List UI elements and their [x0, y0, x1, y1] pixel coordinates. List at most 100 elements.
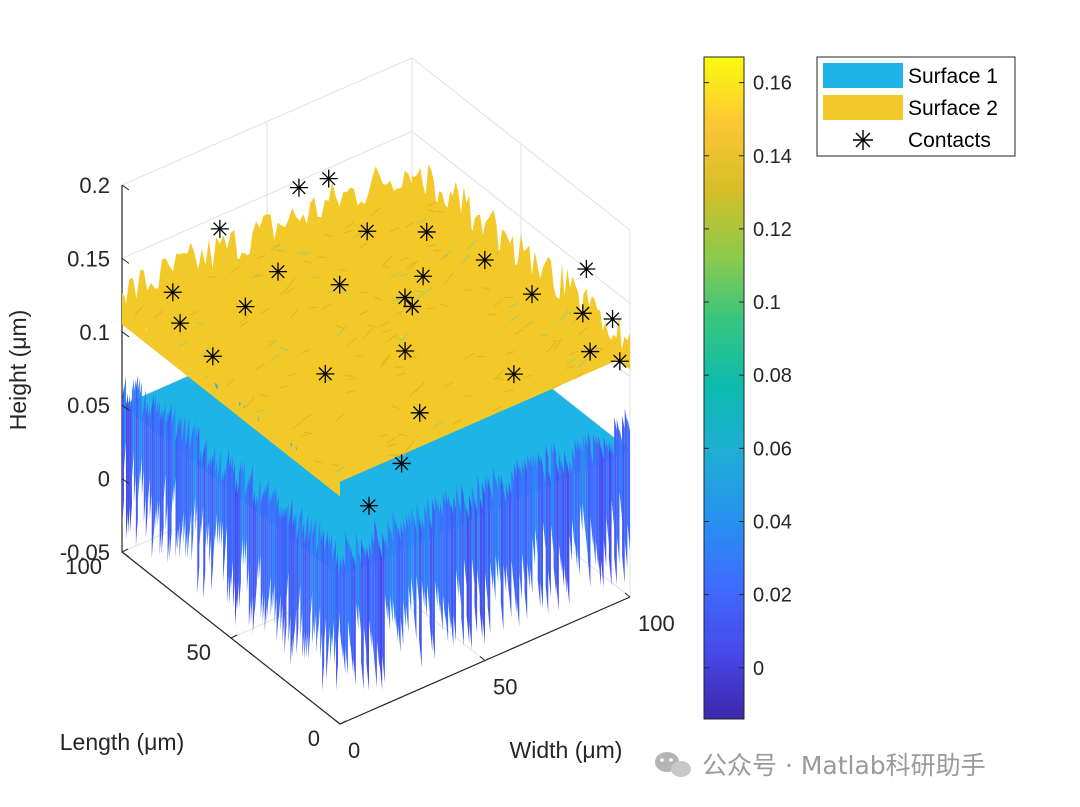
surface-2-texture — [494, 369, 504, 381]
colorbar-tick-label: 0.1 — [753, 292, 781, 314]
surface-2-texture — [255, 363, 265, 371]
surface-2-texture — [368, 324, 378, 328]
surface-2-texture — [310, 276, 320, 279]
surface-1-facet — [125, 392, 128, 540]
surface-1-facet — [288, 512, 291, 644]
z-axis-label: Height (μm) — [5, 310, 31, 431]
surface-1-facet — [363, 545, 367, 654]
surface-2-texture — [553, 338, 563, 351]
surface-1-facet — [189, 437, 192, 538]
surface-1-facet — [442, 491, 446, 622]
surface-1-facet — [302, 521, 305, 658]
surface-2-texture — [508, 302, 518, 309]
surface-1-facet — [149, 405, 152, 520]
surface-1-facet — [514, 462, 517, 615]
surface-1-facet — [328, 534, 331, 654]
y-tick-mark — [121, 548, 129, 553]
contact-marker — [475, 251, 494, 269]
contact-marker — [236, 297, 255, 316]
surface-1-left-face — [122, 374, 340, 692]
surface-2-texture — [300, 432, 310, 438]
surface-1-facet — [231, 456, 233, 588]
surface-2-texture — [279, 346, 289, 351]
surface-2-texture — [285, 277, 296, 290]
surface-1-facet — [280, 506, 283, 632]
surface-1-facet — [345, 531, 348, 675]
surface-1-facet — [217, 466, 220, 547]
surface-1-facet — [611, 443, 615, 528]
surface-2-texture — [577, 358, 588, 368]
contact-marker — [171, 314, 190, 333]
surface-2-texture — [378, 433, 388, 438]
surface-1-facet — [191, 424, 194, 562]
contact-marker — [269, 262, 287, 281]
surface-2-texture — [408, 356, 418, 359]
surface-1-facet — [405, 514, 409, 633]
surface-1-facet — [122, 386, 124, 528]
z-tick-mark — [121, 331, 130, 338]
surface-2-texture — [344, 221, 355, 229]
surface-2-texture — [256, 255, 267, 259]
colorbar-tick-label: 0.06 — [753, 438, 792, 460]
surface-2-texture — [566, 309, 572, 316]
colorbar-tick-label: 0 — [753, 658, 764, 680]
surface-1-facet — [572, 447, 575, 548]
surface-2-texture — [260, 308, 270, 314]
surface-1-facet — [155, 402, 158, 527]
surface-1-facet — [252, 490, 255, 635]
surface-1-facet — [384, 536, 388, 621]
surface-1-facet — [242, 461, 245, 568]
contact-marker — [603, 310, 622, 328]
surface-2-texture — [245, 396, 256, 407]
z-tick-label: 0.05 — [67, 393, 110, 418]
surface-2-texture — [322, 303, 332, 310]
surface-2-texture — [578, 327, 588, 336]
surface-2-texture — [359, 310, 369, 316]
surface-2-texture — [354, 355, 364, 357]
x-tick-mark — [334, 719, 341, 725]
surface-1-facet — [569, 459, 572, 562]
surface-1-facet — [306, 512, 309, 659]
z-tick-mark — [121, 478, 130, 485]
surface-1-facet — [574, 438, 578, 568]
surface-1-facet — [561, 461, 565, 588]
surface-1-facet — [419, 517, 422, 668]
surface-1-facet — [548, 469, 551, 598]
surface-1-facet — [334, 537, 337, 666]
surface-2-texture — [405, 440, 415, 452]
surface-1-facet — [566, 461, 570, 606]
surface-2-texture — [504, 389, 514, 392]
surface-2-texture — [436, 210, 445, 214]
surface-2-texture — [440, 303, 450, 308]
contact-marker — [577, 260, 596, 278]
surface-1-facet — [322, 529, 325, 692]
surface-2-texture — [415, 381, 425, 393]
surface-2-texture — [399, 273, 409, 277]
legend-label-contacts: Contacts — [908, 129, 991, 152]
surface-1-facet — [207, 457, 210, 549]
surface-1-facet — [347, 539, 351, 648]
surface-1-facet — [590, 450, 594, 546]
surface-2-texture — [189, 310, 199, 316]
surface-1-facet — [215, 460, 218, 540]
surface-2-texture — [386, 437, 396, 444]
y-tick-label: 50 — [187, 640, 211, 665]
tick-labels: -0.05 0 0.05 0.1 0.15 0.2 0 50 100 0 50 100 — [60, 173, 675, 763]
surface-1-facet — [558, 452, 562, 572]
surface-2-texture — [443, 272, 454, 285]
surface-1-facet — [284, 505, 287, 654]
surface-2-texture — [347, 337, 357, 346]
colorbar-tick-label: 0.14 — [753, 146, 792, 168]
surface-1-facet — [463, 499, 467, 587]
colorbar-ticks: 0 0.02 0.04 0.06 0.08 0.1 0.12 0.14 0.16 — [704, 73, 792, 680]
surface-1-facet — [387, 518, 391, 632]
surface-1-facet — [274, 485, 277, 625]
surface-2-texture — [574, 371, 584, 380]
surface-2-back-edge — [122, 166, 412, 325]
surface-1-facet — [577, 438, 580, 576]
surface-2-texture — [336, 325, 346, 330]
z-tick-mark — [121, 551, 130, 558]
surface-2-texture — [551, 384, 561, 390]
surface-1-facet — [390, 527, 393, 624]
surface-2-texture — [492, 405, 502, 412]
